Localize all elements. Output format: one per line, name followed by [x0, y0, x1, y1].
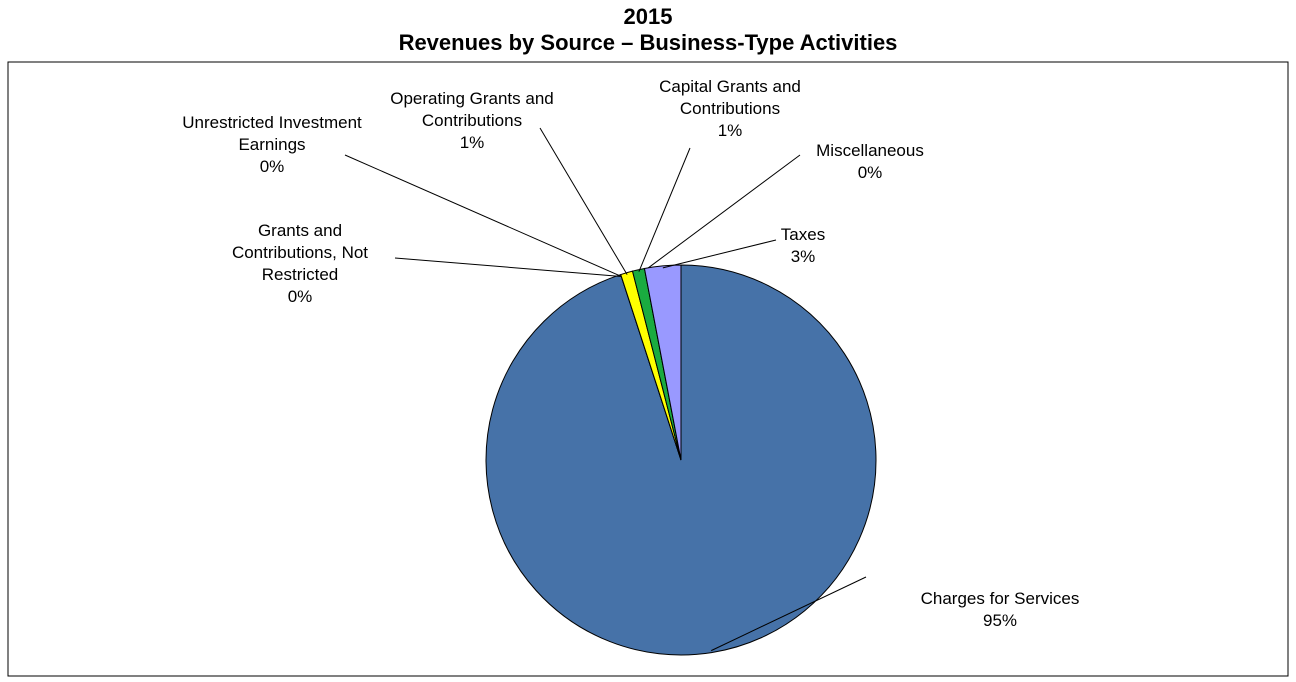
slice-label-value: 0% — [287, 287, 313, 306]
leader-line — [662, 239, 777, 269]
leader-line — [644, 154, 801, 271]
slice-label-name: Operating Grants and Contributions — [390, 89, 554, 130]
slice-label-value: 1% — [717, 121, 743, 140]
slice-label-name: Grants and Contributions, Not Restricted — [231, 221, 369, 284]
slice-label: Grants and Contributions, Not Restricted… — [210, 220, 390, 308]
slice-label-name: Miscellaneous — [816, 141, 924, 160]
leader-line — [539, 127, 628, 275]
slice-label-name: Unrestricted Investment Earnings — [182, 113, 362, 154]
pie-slice — [643, 264, 682, 461]
slice-label: Charges for Services 95% — [880, 588, 1120, 632]
slice-label-value: 0% — [857, 163, 883, 182]
leader-line — [638, 147, 691, 272]
chart-title: 2015 — [623, 4, 673, 29]
slice-label-name: Charges for Services — [920, 589, 1080, 608]
slice-label: Capital Grants and Contributions 1% — [635, 76, 825, 142]
leader-line — [344, 154, 622, 277]
slice-label: Unrestricted Investment Earnings 0% — [177, 112, 367, 178]
slice-label: Operating Grants and Contributions 1% — [372, 88, 572, 154]
slice-label-value: 0% — [259, 157, 285, 176]
leader-line — [394, 257, 622, 277]
slice-label-name: Taxes — [780, 225, 826, 244]
chart-subtitle: Revenues by Source – Business-Type Activ… — [398, 30, 898, 55]
slice-label-value: 95% — [982, 611, 1018, 630]
slice-label-value: 1% — [459, 133, 485, 152]
slice-label: Taxes 3% — [763, 224, 843, 268]
slice-label-name: Capital Grants and Contributions — [659, 77, 801, 118]
leader-line — [710, 576, 867, 652]
slice-label-value: 3% — [790, 247, 816, 266]
slice-label: Miscellaneous 0% — [795, 140, 945, 184]
